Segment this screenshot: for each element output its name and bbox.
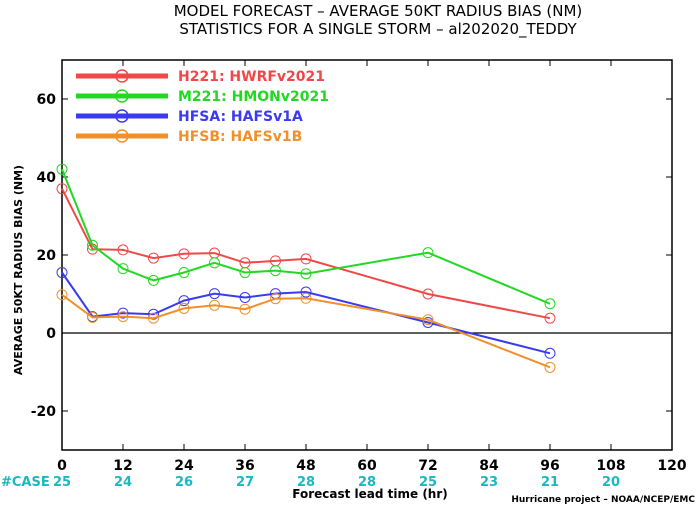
series-point bbox=[239, 292, 251, 304]
series-layer bbox=[56, 163, 556, 373]
series-point bbox=[56, 267, 68, 279]
series-point bbox=[178, 295, 190, 307]
series-point bbox=[148, 312, 159, 324]
legend-marker bbox=[115, 89, 129, 103]
series-point bbox=[148, 308, 159, 320]
x-tick-label: 96 bbox=[540, 458, 559, 474]
credit-text: Hurricane project – NOAA/NCEP/EMC bbox=[511, 495, 695, 505]
series-point bbox=[148, 252, 159, 264]
series-2 bbox=[56, 267, 556, 359]
x-tick-label: 0 bbox=[57, 458, 67, 474]
x-tick-label: 48 bbox=[296, 458, 315, 474]
y-tick-label: 0 bbox=[46, 326, 56, 342]
series-point bbox=[117, 311, 129, 323]
series-point bbox=[56, 183, 68, 195]
case-count: 21 bbox=[541, 475, 559, 490]
y-tick-label: 20 bbox=[37, 248, 57, 264]
x-axis-label: Forecast lead time (hr) bbox=[292, 487, 448, 501]
series-point bbox=[300, 268, 312, 280]
series-point bbox=[544, 361, 556, 373]
series-point bbox=[300, 292, 312, 304]
chart-title: MODEL FORECAST – AVERAGE 50KT RADIUS BIA… bbox=[174, 2, 583, 20]
series-point bbox=[209, 288, 220, 300]
case-count: 27 bbox=[236, 475, 254, 490]
y-tick-label: 60 bbox=[37, 92, 57, 108]
legend-label: HFSB: HAFSv1B bbox=[178, 129, 302, 145]
series-point bbox=[300, 253, 312, 265]
series-line bbox=[61, 188, 551, 320]
legend-marker bbox=[115, 109, 129, 123]
case-count: 28 bbox=[297, 475, 315, 490]
series-line bbox=[61, 271, 551, 355]
series-0 bbox=[56, 183, 556, 324]
series-point bbox=[209, 257, 220, 269]
series-point bbox=[300, 286, 312, 298]
legend: H221: HWRFv2021 M221: HMONv2021 HFSA: HAFS… bbox=[76, 69, 329, 145]
x-tick-label: 24 bbox=[174, 458, 194, 474]
series-line bbox=[61, 168, 551, 305]
x-tick-label: 84 bbox=[479, 458, 499, 474]
series-point bbox=[56, 289, 68, 301]
chart-subtitle: STATISTICS FOR A SINGLE STORM – al202020… bbox=[179, 20, 577, 39]
y-tick-label: -20 bbox=[31, 404, 57, 420]
legend-marker bbox=[115, 129, 129, 143]
x-axis-ticks: 0 12 24 36 48 60 72 84 96 108 120 bbox=[57, 60, 687, 474]
case-count: 26 bbox=[175, 475, 193, 490]
series-point bbox=[87, 239, 98, 251]
y-tick-label: 40 bbox=[37, 170, 57, 186]
series-point bbox=[239, 267, 251, 279]
series-point bbox=[544, 312, 556, 324]
series-point bbox=[544, 347, 556, 359]
x-tick-label: 36 bbox=[235, 458, 254, 474]
x-tick-label: 72 bbox=[418, 458, 437, 474]
series-point bbox=[117, 244, 129, 256]
case-count: 28 bbox=[358, 475, 376, 490]
series-point bbox=[422, 247, 434, 259]
x-tick-label: 120 bbox=[657, 458, 686, 474]
series-point bbox=[270, 293, 281, 305]
series-point bbox=[178, 248, 190, 260]
series-point bbox=[117, 307, 129, 319]
series-point bbox=[117, 263, 129, 275]
legend-label: HFSA: HAFSv1A bbox=[178, 109, 303, 125]
case-count: 20 bbox=[602, 475, 620, 490]
legend-label: H221: HWRFv2021 bbox=[178, 69, 325, 85]
case-count: 25 bbox=[419, 475, 437, 490]
legend-item: M221: HMONv2021 bbox=[76, 89, 329, 105]
series-point bbox=[422, 288, 434, 300]
series-3 bbox=[56, 289, 556, 373]
x-tick-label: 60 bbox=[357, 458, 377, 474]
case-row-label: #CASE bbox=[1, 475, 50, 490]
case-count: 24 bbox=[114, 475, 132, 490]
case-count-row: #CASE 25 24 26 27 28 28 25 23 21 20 bbox=[1, 475, 620, 490]
series-point bbox=[178, 267, 190, 279]
series-point bbox=[56, 163, 68, 175]
legend-item: HFSA: HAFSv1A bbox=[76, 109, 303, 125]
legend-marker bbox=[115, 69, 129, 83]
series-point bbox=[148, 274, 159, 286]
y-axis-ticks: -20 0 20 40 60 bbox=[31, 92, 672, 420]
series-point bbox=[239, 303, 251, 315]
case-count: 23 bbox=[480, 475, 498, 490]
x-tick-label: 12 bbox=[113, 458, 132, 474]
case-count: 25 bbox=[53, 475, 71, 490]
series-point bbox=[270, 265, 281, 277]
series-1 bbox=[56, 163, 556, 310]
series-point bbox=[87, 311, 98, 323]
series-point bbox=[544, 298, 556, 310]
legend-item: H221: HWRFv2021 bbox=[76, 69, 325, 85]
series-point bbox=[422, 314, 434, 326]
series-point bbox=[178, 302, 190, 314]
legend-label: M221: HMONv2021 bbox=[178, 89, 329, 105]
x-tick-label: 108 bbox=[596, 458, 625, 474]
legend-item: HFSB: HAFSv1B bbox=[76, 129, 302, 145]
series-point bbox=[209, 299, 220, 311]
y-axis-label: AVERAGE 50KT RADIUS BIAS (NM) bbox=[12, 165, 25, 375]
series-line bbox=[61, 293, 551, 369]
